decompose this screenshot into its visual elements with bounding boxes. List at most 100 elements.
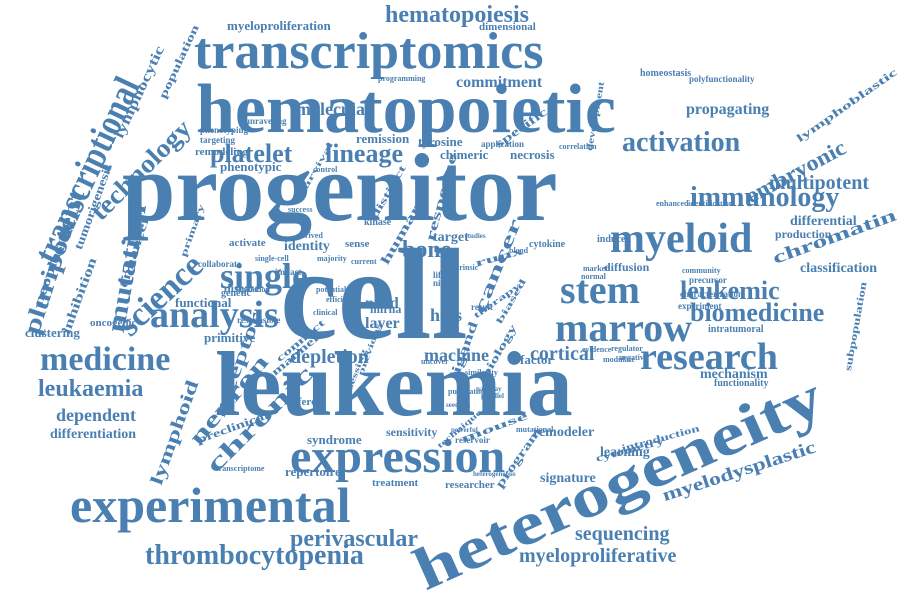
word-extrinsic: extrinsic [449, 263, 479, 272]
word-marker: marker [583, 264, 609, 273]
word-leukaemia: leukaemia [38, 376, 144, 402]
word-sequencing: sequencing [575, 523, 670, 545]
word-machine: machine [424, 345, 489, 365]
word-marrow: marrow [555, 305, 692, 350]
word-analysis: analysis [150, 294, 279, 336]
word-cortical: cortical [530, 343, 595, 365]
word-myeloproliferation: myeloproliferation [227, 18, 331, 33]
word-correlation: correlation [559, 142, 597, 151]
word-mirna: mirna [370, 302, 402, 316]
word-repertoire: repertoire [285, 464, 341, 479]
word-mutational: mutational [516, 425, 554, 434]
word-oncogenic: oncogenic [90, 317, 137, 329]
word-commitment: commitment [456, 74, 543, 91]
word-induced: induced [597, 234, 631, 245]
word-tyrosine: tyrosine [418, 134, 463, 149]
word-hscs: hscs [430, 305, 463, 325]
word-diffusion: diffusion [604, 260, 650, 274]
word-seedling: seedling [446, 401, 471, 409]
word-kinase: kinase [364, 217, 392, 228]
word-chimeric: chimeric [440, 147, 489, 162]
word-progenitor: progenitor [122, 134, 558, 241]
word-layer: layer [365, 315, 400, 332]
word-propagating: propagating [686, 101, 770, 118]
word-efficient: efficient [326, 295, 354, 304]
word-remodeler: remodeler [533, 425, 595, 440]
word-biomedicine: biomedicine [690, 298, 825, 327]
word-researcher: researcher [445, 479, 495, 491]
word-thrombocytopenia: thrombocytopenia [145, 540, 364, 571]
word-production: production [775, 227, 832, 241]
word-multipotent: multipotent [769, 172, 869, 194]
word-majority: majority [317, 254, 347, 263]
word-perivascular: perivascular [290, 526, 418, 552]
word-activation: activation [622, 127, 741, 158]
word-phenotyping: phenotyping [200, 125, 249, 135]
word-uncover: uncover [421, 357, 449, 366]
word-blood: blood [509, 246, 529, 255]
word-myeloproliferative: myeloproliferative [519, 545, 677, 567]
word-modulate: modulate [603, 355, 635, 364]
word-remission: remission [356, 131, 410, 146]
word-hematopoietic: hematopoietic [196, 71, 616, 148]
word-result: result [471, 302, 493, 312]
word-clinical: clinical [313, 308, 338, 317]
word-characterization: characterization [680, 289, 743, 299]
word-publication: publication [448, 387, 487, 396]
word-clustering: clustering [25, 325, 80, 340]
word-remodeling: remodeling [195, 146, 248, 158]
word-similarity: similarity [465, 368, 498, 377]
word-single: single [220, 256, 309, 296]
word-transcriptomics: transcriptomics [194, 23, 544, 80]
word-leukemic: leukemic [680, 276, 780, 305]
word-disease: disease [224, 281, 260, 295]
word-single-cell: single-cell [255, 254, 289, 263]
word-life: life [433, 270, 445, 280]
word-bone: bone [402, 237, 452, 263]
word-community: community [682, 266, 721, 275]
word-derived: derived [297, 231, 323, 240]
word-different: different [285, 396, 326, 408]
word-powerful: powerful [451, 426, 478, 434]
word-evidence: evidence [582, 345, 612, 354]
word-intratumoral: intratumoral [708, 324, 764, 335]
word-responsible: responsible [237, 315, 281, 325]
word-regulator: regulator [611, 344, 643, 353]
word-dimensional: dimensional [479, 21, 536, 33]
word-nurd: nurd [365, 295, 399, 312]
word-normal: normal [581, 272, 606, 281]
word-functional: functional [175, 295, 232, 310]
word-programming: programming [378, 74, 426, 83]
word-depletion: depletion [290, 346, 369, 368]
word-syndrome: syndrome [307, 432, 362, 447]
word-differentiation: differentiation [50, 427, 137, 442]
word-success: success [288, 205, 313, 214]
word-pathway: pathway [476, 385, 502, 393]
word-dependent: dependent [56, 405, 137, 425]
word-collaborate: collaborate [198, 259, 241, 269]
word-application: application [481, 139, 525, 149]
word-immunology: immunology [690, 182, 840, 213]
word-precursor: precursor [689, 275, 727, 285]
word-activate: activate [229, 237, 266, 249]
word-research: research [640, 336, 778, 378]
word-regulation: regulation [235, 285, 270, 294]
word-cytokine: cytokine [529, 239, 566, 250]
word-impact: impact [275, 267, 302, 277]
word-enhanced: enhanced [656, 199, 689, 208]
word-lineage: lineage [325, 139, 403, 168]
word-homeostasis: homeostasis [640, 68, 692, 79]
word-control: control [313, 165, 338, 174]
word-differential: differential [790, 214, 857, 229]
word-polyfunctionality: polyfunctionality [689, 74, 755, 84]
word-cell: cell [280, 223, 468, 367]
word-targeting: targeting [200, 135, 235, 145]
word-reservoir: reservoir [455, 435, 490, 445]
word-subpopulation: subpopulation [843, 281, 870, 372]
word-niche: niche [433, 278, 454, 288]
word-phenotypic: phenotypic [220, 159, 282, 174]
word-target: target [433, 230, 469, 245]
word-functionality: functionality [714, 378, 769, 389]
word-heterogeneous: heterogeneous [473, 470, 516, 478]
